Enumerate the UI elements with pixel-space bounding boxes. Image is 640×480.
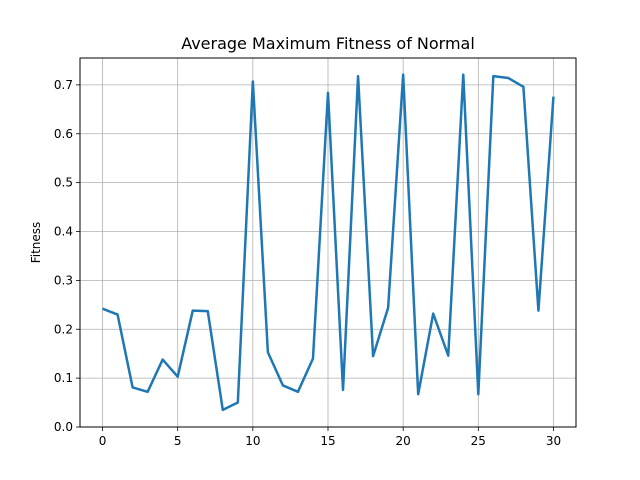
- y-tick-label: 0.7: [54, 78, 73, 92]
- ticks: 0 5 10 15 20 25 30 0.0 0.1 0.2 0.3 0.4 0.5 0.6 0.7: [54, 78, 561, 448]
- series-layer: [102, 73, 555, 412]
- y-axis-label: Fitness: [29, 222, 43, 264]
- y-tick-label: 0.4: [54, 225, 73, 239]
- y-tick-label: 0.0: [54, 420, 73, 434]
- y-tick-label: 0.3: [54, 273, 73, 287]
- x-tick-label: 20: [396, 434, 411, 448]
- y-tick-label: 0.5: [54, 176, 73, 190]
- x-tick-label: 25: [471, 434, 486, 448]
- x-tick-label: 5: [174, 434, 182, 448]
- x-tick-label: 30: [546, 434, 561, 448]
- y-tick-label: 0.2: [54, 322, 73, 336]
- x-tick-label: 0: [99, 434, 107, 448]
- y-tick-label: 0.1: [54, 371, 73, 385]
- y-tick-label: 0.6: [54, 127, 73, 141]
- x-tick-label: 10: [245, 434, 260, 448]
- x-tick-label: 15: [320, 434, 335, 448]
- chart-title: Average Maximum Fitness of Normal: [181, 34, 475, 53]
- series-line: [102, 73, 555, 412]
